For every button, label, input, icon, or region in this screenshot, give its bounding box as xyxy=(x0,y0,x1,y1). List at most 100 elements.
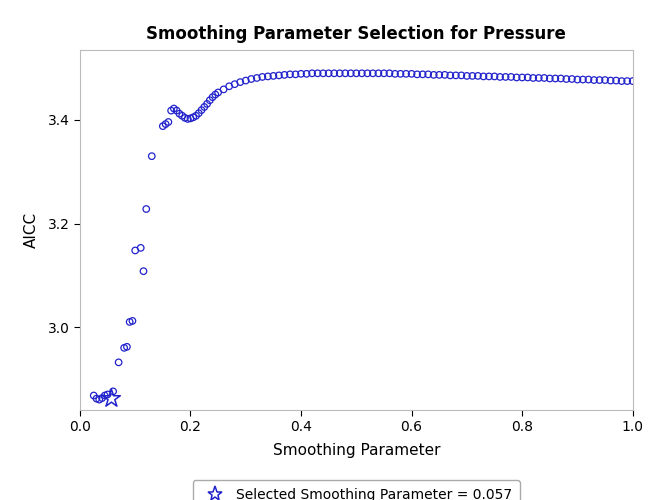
Point xyxy=(577,76,588,84)
Point xyxy=(505,73,516,81)
Point xyxy=(561,75,571,83)
Point xyxy=(229,80,240,88)
Point xyxy=(555,74,566,82)
Point xyxy=(351,70,362,78)
Point xyxy=(122,343,133,351)
Point xyxy=(127,317,138,325)
Point xyxy=(528,74,539,82)
Point xyxy=(252,74,262,82)
Legend: Selected Smoothing Parameter = 0.057: Selected Smoothing Parameter = 0.057 xyxy=(192,480,520,500)
Y-axis label: AICC: AICC xyxy=(24,212,39,248)
Point xyxy=(390,70,400,78)
Point xyxy=(418,70,428,78)
Point xyxy=(445,72,456,80)
Point xyxy=(213,88,224,96)
Title: Smoothing Parameter Selection for Pressure: Smoothing Parameter Selection for Pressu… xyxy=(147,25,566,43)
Point xyxy=(207,93,218,101)
Point xyxy=(318,70,328,78)
Point xyxy=(329,70,340,78)
Point xyxy=(450,72,461,80)
Point xyxy=(340,70,350,78)
Point xyxy=(594,76,605,84)
Point xyxy=(599,76,610,84)
Point xyxy=(484,72,494,80)
Point xyxy=(384,70,395,78)
Point xyxy=(91,394,102,402)
Point xyxy=(190,112,201,120)
Point xyxy=(196,106,207,114)
Point xyxy=(324,70,334,78)
Point xyxy=(312,70,323,78)
Point xyxy=(373,70,384,78)
Point xyxy=(224,82,234,90)
Point xyxy=(440,71,450,79)
Point xyxy=(94,396,105,404)
Point xyxy=(180,114,190,122)
Point xyxy=(177,112,188,120)
Point xyxy=(290,70,301,78)
Point xyxy=(406,70,417,78)
Point xyxy=(301,70,312,78)
Point xyxy=(204,96,215,104)
Point xyxy=(97,394,107,402)
Point xyxy=(307,70,318,78)
Point xyxy=(199,103,210,111)
Point xyxy=(622,77,633,85)
Point xyxy=(296,70,306,78)
Point xyxy=(103,390,113,398)
Point xyxy=(517,74,527,82)
Point xyxy=(166,106,176,114)
Point xyxy=(89,392,99,400)
Point xyxy=(185,114,196,122)
Point xyxy=(423,70,434,78)
Point xyxy=(268,72,278,80)
Point xyxy=(346,70,356,78)
Point xyxy=(113,358,124,366)
Point xyxy=(583,76,594,84)
Point xyxy=(495,73,505,81)
Point xyxy=(108,388,119,396)
Point xyxy=(202,100,212,108)
Point xyxy=(522,74,533,82)
Point xyxy=(378,70,389,78)
Point xyxy=(171,106,182,114)
Point xyxy=(99,392,110,400)
Point xyxy=(467,72,478,80)
Point xyxy=(274,72,284,80)
Point xyxy=(511,74,522,82)
Point xyxy=(257,73,268,81)
Point xyxy=(147,152,157,160)
Point xyxy=(240,76,251,84)
Point xyxy=(163,118,174,126)
Point xyxy=(428,71,439,79)
Point xyxy=(188,114,198,122)
Point xyxy=(434,71,445,79)
Point xyxy=(478,72,489,80)
Point xyxy=(395,70,406,78)
Point xyxy=(210,90,220,98)
Point xyxy=(174,110,184,118)
Point xyxy=(246,75,256,83)
Point xyxy=(141,205,152,213)
Point xyxy=(119,344,129,352)
Point xyxy=(125,318,135,326)
Point xyxy=(168,104,179,112)
Point xyxy=(473,72,484,80)
Point xyxy=(539,74,549,82)
Point xyxy=(489,72,500,80)
Point xyxy=(135,244,146,252)
Point xyxy=(462,72,472,80)
Point xyxy=(356,70,367,78)
Point xyxy=(182,115,193,123)
Point xyxy=(567,75,577,83)
Point xyxy=(262,72,273,80)
Point xyxy=(279,71,290,79)
Point xyxy=(218,86,229,94)
Point xyxy=(157,122,168,130)
Point xyxy=(412,70,422,78)
Point xyxy=(130,246,141,254)
Point xyxy=(500,73,511,81)
Point xyxy=(138,267,149,275)
Point xyxy=(605,76,616,84)
Point xyxy=(589,76,599,84)
